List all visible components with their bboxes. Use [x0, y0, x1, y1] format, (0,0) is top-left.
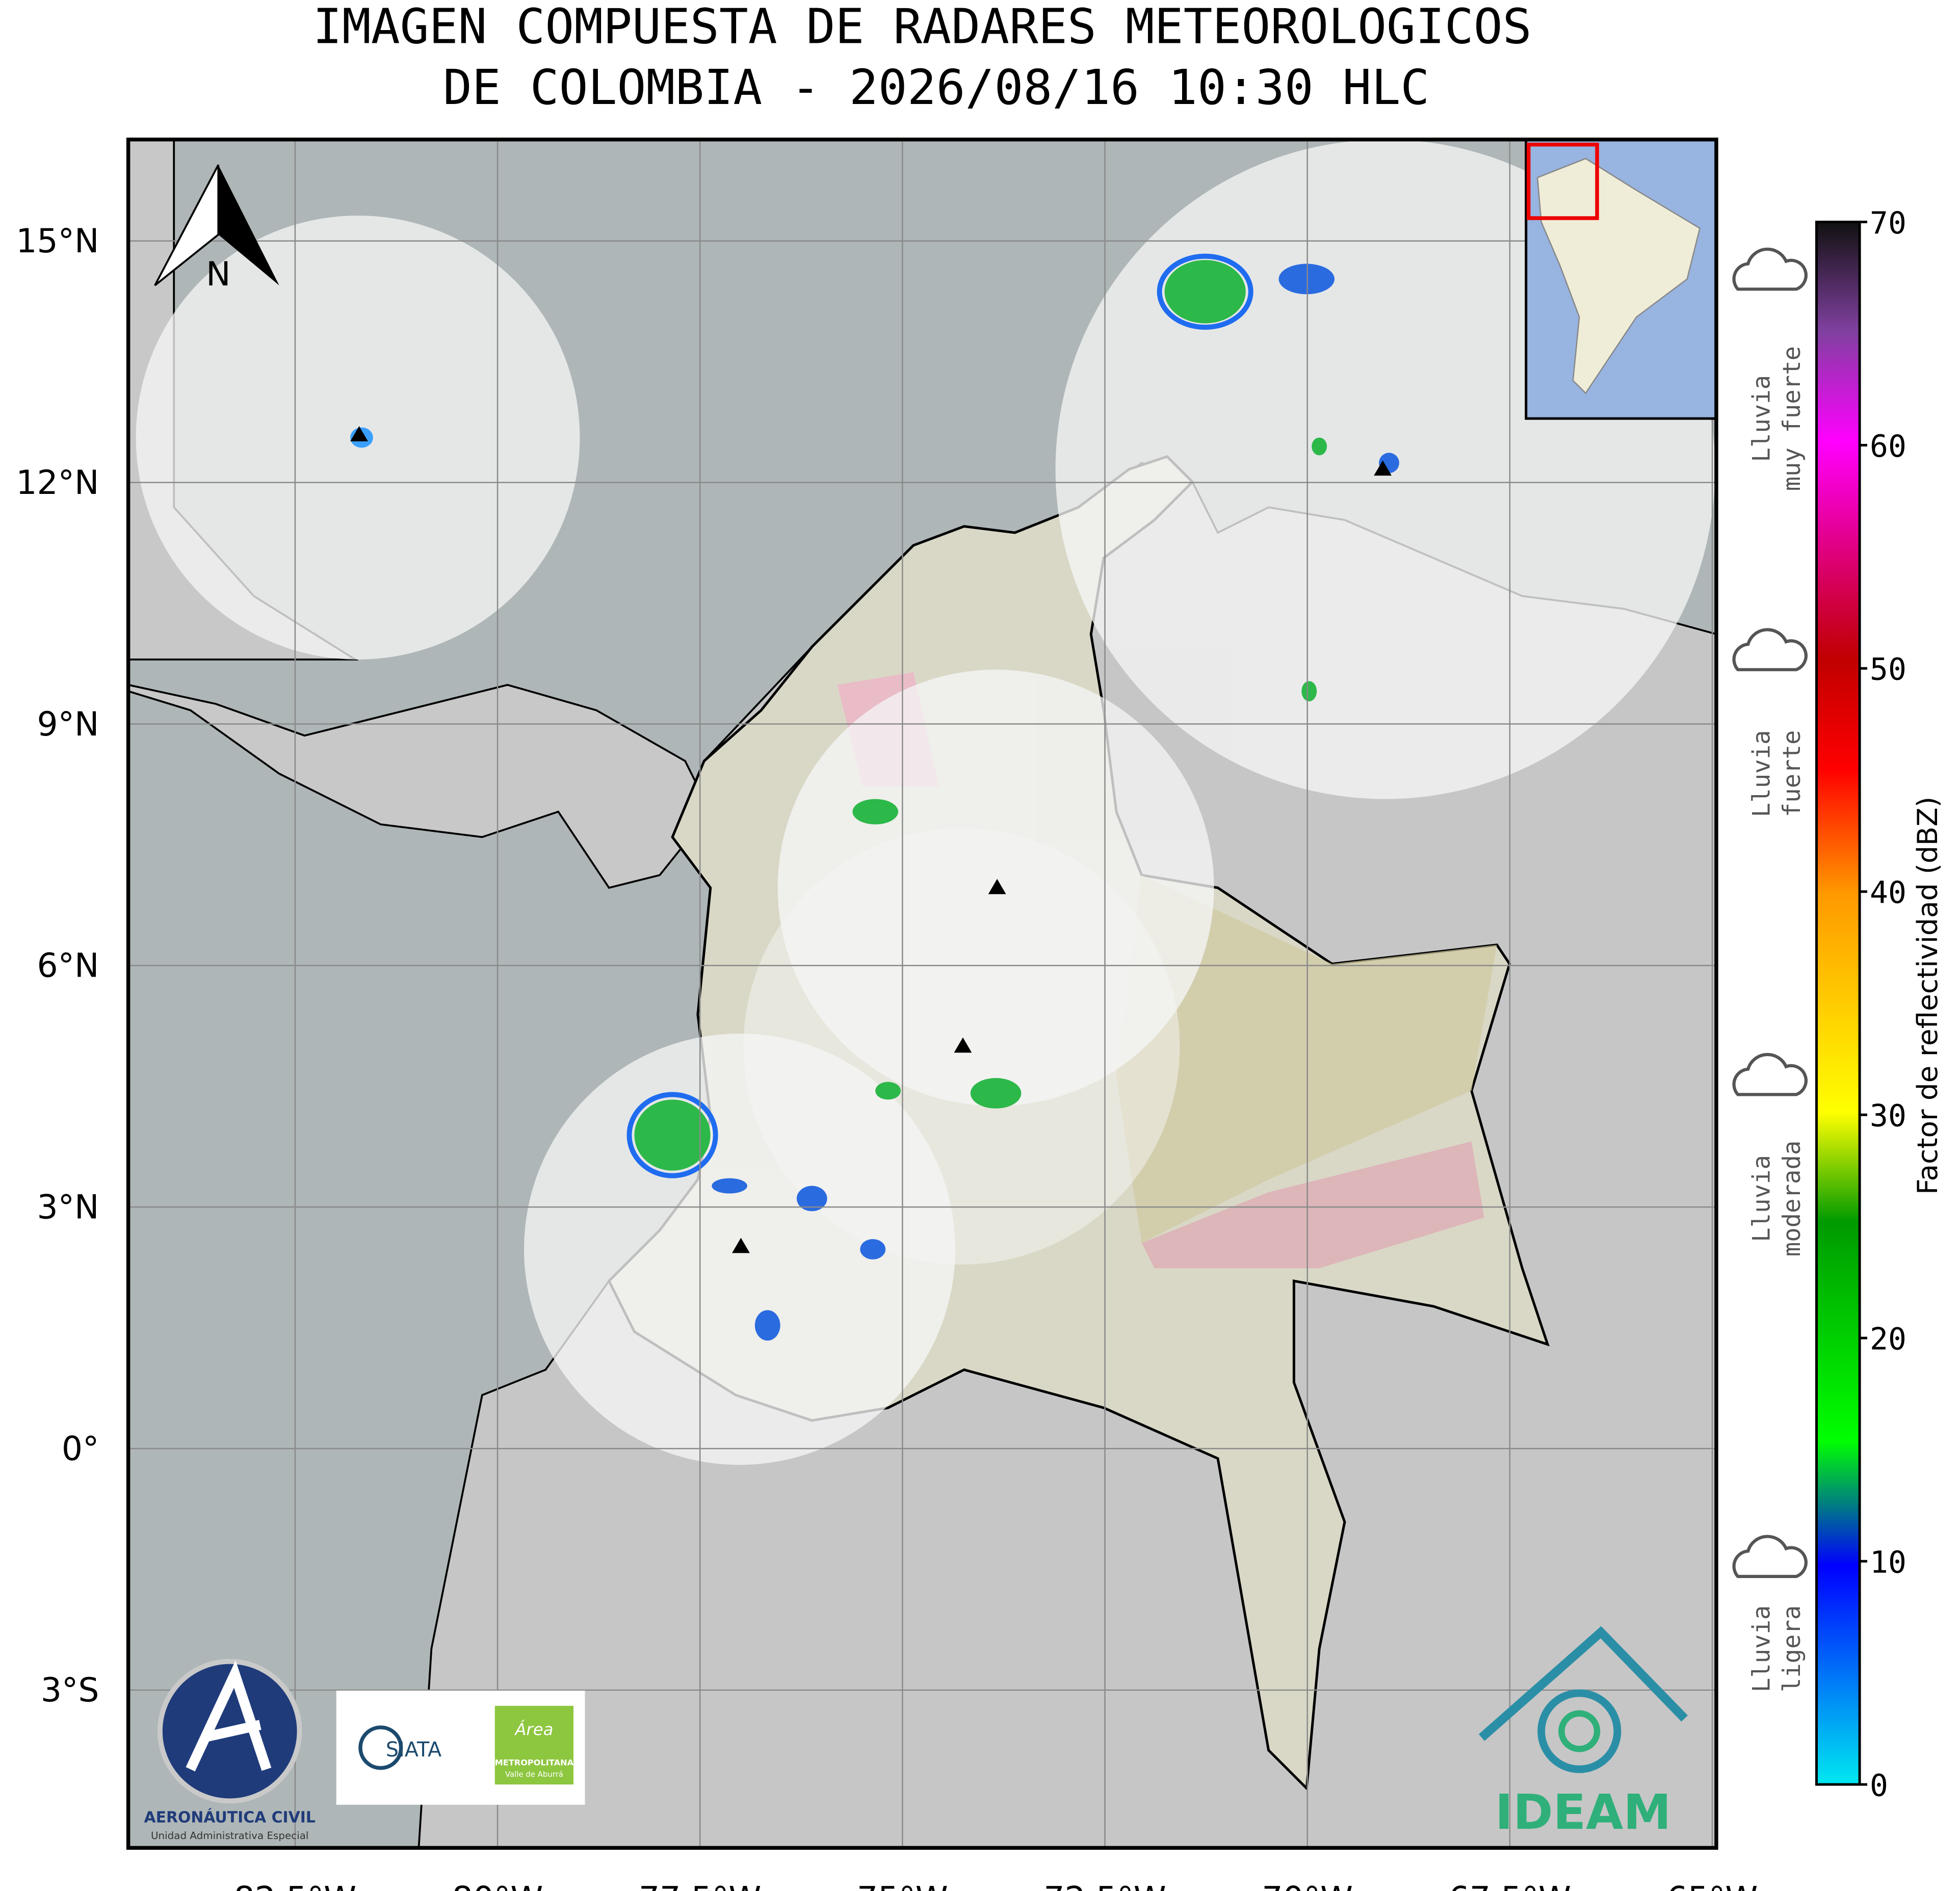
orinoquia: [1116, 875, 1497, 1243]
weather-icon: [1732, 247, 1808, 291]
colorbar: Factor de reflectividad (dBZ) 0 10 20 30 40 5…: [1815, 206, 1944, 1803]
rain-class-label: Lluvia: [1747, 730, 1775, 817]
colorbar-tick-label: 0: [1870, 1768, 1888, 1803]
radar-echoes: [350, 253, 1399, 1341]
title-line: DE COLOMBIA - 2026/08/16 10:30 HLC: [443, 60, 1429, 116]
x-tick-label: 82.5°W: [234, 1880, 356, 1891]
y-tick-label: 15°N: [16, 222, 99, 260]
rain-class-label: Lluvia: [1747, 1605, 1775, 1692]
x-tick-label: 65°W: [1667, 1880, 1758, 1891]
logo-text: AERONÁUTICA CIVIL: [144, 1808, 316, 1827]
inset-map: [1525, 139, 1716, 420]
north-label: N: [206, 255, 230, 294]
logo-text: Área: [514, 1720, 553, 1739]
colorbar-tick-label: 10: [1870, 1545, 1906, 1580]
colorbar-tick-label: 40: [1870, 876, 1906, 911]
y-tick-label: 3°S: [41, 1671, 99, 1710]
axes: 82.5°W 80°W 77.5°W 75°W 72.5°W 70°W 67.5°W 65°W…: [16, 222, 1758, 1891]
rain-class-label: moderada: [1778, 1141, 1806, 1257]
weather-icon: [1732, 1535, 1808, 1579]
radar-sites: [350, 426, 1392, 1253]
logo-text: Valle de Aburrá: [505, 1770, 563, 1779]
y-tick-label: 12°N: [16, 464, 99, 502]
rain-class-label: muy fuerte: [1778, 346, 1806, 491]
map-area: N AERONÁUTICA CIVIL Unidad Administrativ…: [128, 139, 1716, 1848]
logo-text: IDEAM: [1495, 1784, 1671, 1841]
graticule: [128, 139, 1716, 1848]
colorbar-tick-label: 70: [1870, 206, 1906, 241]
colorbar-tick-label: 50: [1870, 652, 1906, 688]
y-tick-label: 9°N: [37, 705, 99, 744]
logo-text: Unidad Administrativa Especial: [151, 1830, 308, 1842]
x-tick-label: 70°W: [1262, 1880, 1353, 1891]
central-america: [128, 684, 712, 889]
map-frame: [126, 137, 1718, 1850]
colorbar-label: Factor de reflectividad (dBZ): [1911, 797, 1944, 1195]
x-tick-label: 80°W: [452, 1880, 543, 1891]
colorbar-ramp: [1815, 220, 1861, 1786]
region-shade: [1141, 1141, 1484, 1269]
y-tick-label: 0°: [62, 1430, 99, 1468]
colorbar-tick-label: 60: [1870, 429, 1906, 464]
logo-siata-area: SIATA Área METROPOLITANA Valle de Aburrá: [336, 1690, 585, 1805]
rain-class-label: ligera: [1778, 1605, 1806, 1692]
logo-aerocivil: AERONÁUTICA CIVIL Unidad Administrativa …: [144, 1659, 316, 1842]
logo-text: SIATA: [386, 1738, 442, 1762]
y-tick-label: 3°N: [37, 1189, 99, 1227]
weather-icon: [1732, 1053, 1808, 1096]
weather-icon: [1732, 628, 1808, 671]
x-tick-label: 77.5°W: [639, 1880, 761, 1891]
rain-class-label: fuerte: [1778, 730, 1806, 817]
x-tick-label: 75°W: [857, 1880, 948, 1891]
colorbar-tick-label: 30: [1870, 1099, 1906, 1134]
logo-text: METROPOLITANA: [495, 1758, 574, 1768]
y-tick-label: 6°N: [37, 947, 99, 985]
rain-class-label: Lluvia: [1747, 375, 1775, 462]
x-tick-label: 67.5°W: [1449, 1880, 1571, 1891]
logo-ideam: IDEAM: [1478, 1626, 1688, 1841]
title-line: IMAGEN COMPUESTA DE RADARES METEOROLOGIC…: [313, 0, 1532, 55]
x-tick-label: 72.5°W: [1043, 1880, 1166, 1891]
colorbar-tick-label: 20: [1870, 1322, 1906, 1357]
rain-class-label: Lluvia: [1747, 1155, 1775, 1242]
